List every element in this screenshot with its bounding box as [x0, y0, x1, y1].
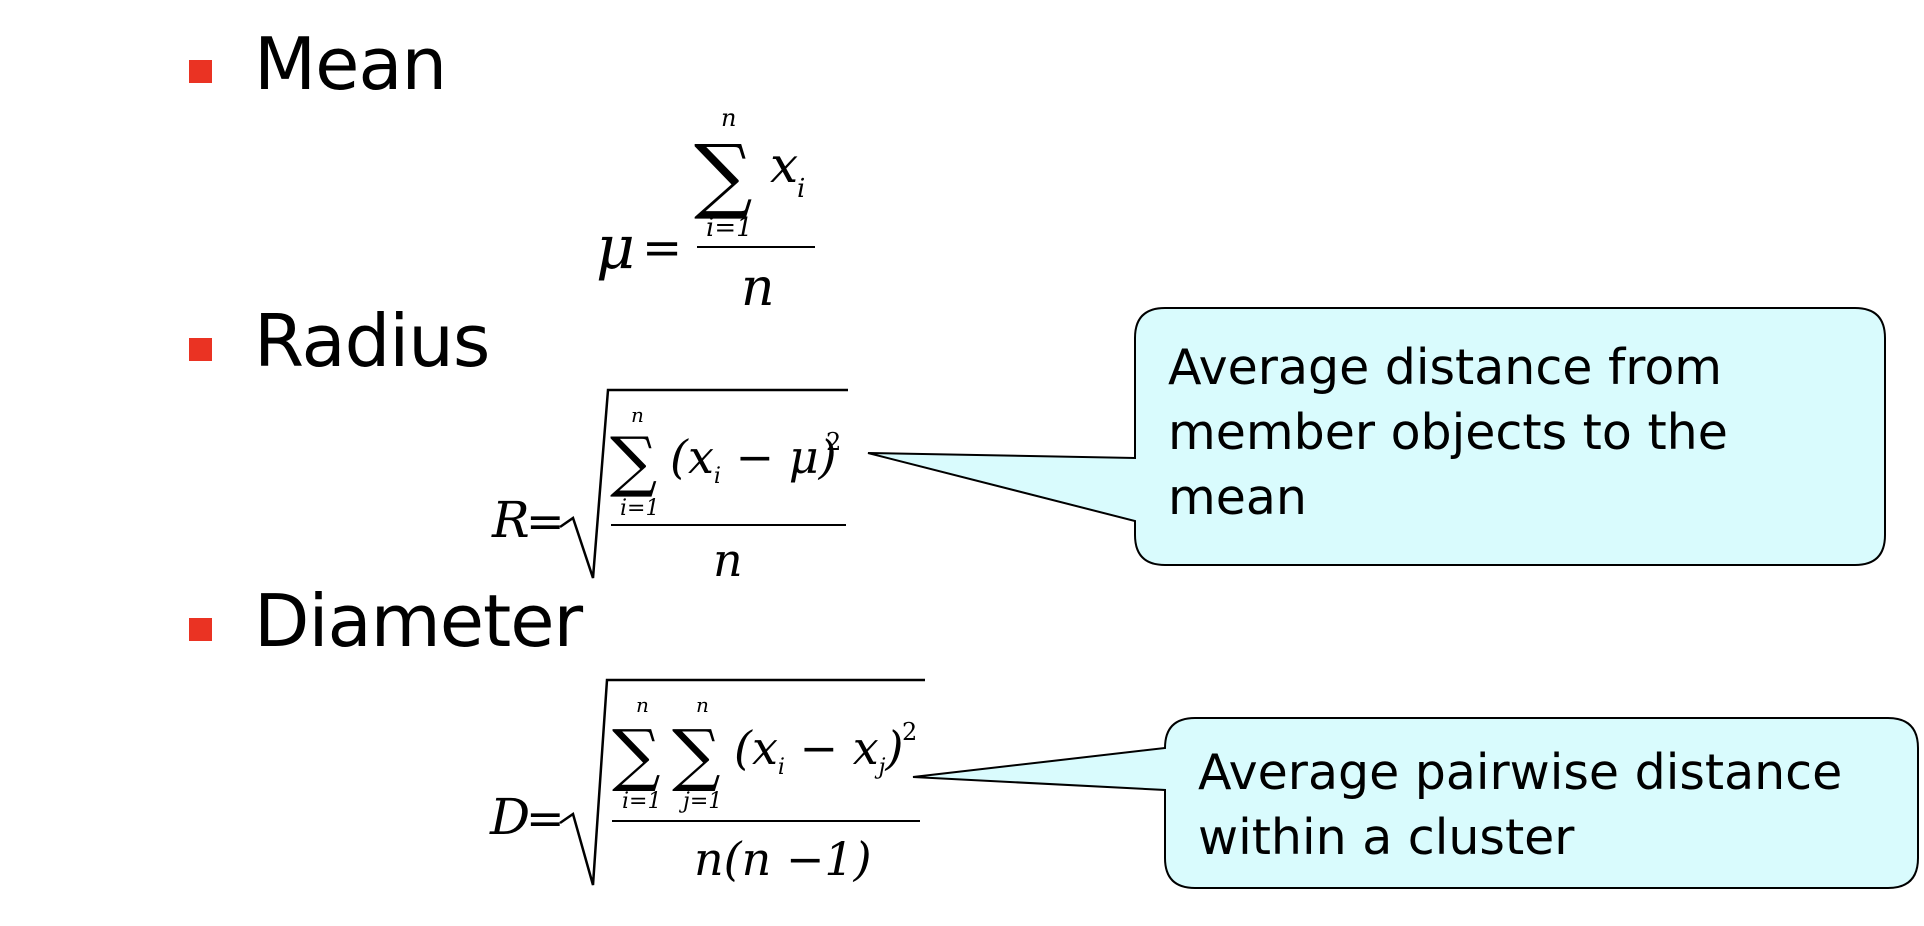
diameter-term: (xi − xj)	[734, 721, 903, 780]
mean-equals: =	[642, 220, 682, 276]
diameter-sigma-1: ∑	[612, 716, 661, 795]
mean-term-sub: i	[797, 174, 805, 204]
callout-diameter-line: Average pairwise distance	[1198, 744, 1843, 801]
mean-sigma: ∑	[694, 128, 753, 223]
bullet-mean	[189, 60, 212, 83]
diameter-denominator: n(n −1)	[694, 832, 872, 886]
diameter-root-sign	[559, 678, 925, 886]
mean-sum-upper: n	[721, 104, 736, 132]
diameter-sum1-lower: i=1	[622, 789, 661, 814]
radius-lhs: R	[491, 491, 530, 549]
diameter-sum1-upper: n	[636, 693, 649, 717]
radius-sum-lower: i=1	[620, 496, 659, 521]
callout-diameter-text: Average pairwise distance within a clust…	[1198, 740, 1842, 870]
heading-radius: Radius	[254, 299, 490, 383]
radius-equals: =	[526, 494, 565, 548]
radius-denominator: n	[713, 533, 743, 587]
diameter-sigma-2: ∑	[672, 716, 721, 795]
bullet-diameter	[189, 618, 212, 641]
mean-denominator: n	[741, 258, 775, 318]
mean-term: x	[770, 136, 798, 194]
bullet-radius	[189, 338, 212, 361]
formula-diameter: D = n ∑ i=1 n ∑ j=1 (xi − xj) 2 n(n −1)	[489, 678, 925, 886]
diameter-equals: =	[526, 791, 565, 845]
radius-exponent: 2	[826, 428, 841, 456]
diameter-lhs: D	[489, 788, 530, 846]
mean-sum-lower: i=1	[706, 213, 753, 243]
radius-sigma: ∑	[610, 423, 657, 500]
formula-mean: μ = n ∑ i=1 x i n	[596, 104, 815, 318]
radius-sum-upper: n	[631, 403, 644, 427]
radius-term: (xi − μ)	[670, 430, 837, 489]
formula-radius: R = n ∑ i=1 (xi − μ) 2 n	[491, 388, 848, 587]
callout-radius-line: member objects to the	[1168, 404, 1728, 461]
mean-lhs: μ	[596, 213, 635, 283]
callout-radius-line: Average distance from	[1168, 339, 1723, 396]
callout-radius-line: mean	[1168, 469, 1307, 526]
heading-mean: Mean	[254, 22, 447, 106]
diameter-exponent: 2	[902, 718, 917, 746]
callout-radius-shape	[867, 307, 1886, 566]
callout-radius-text: Average distance from member objects to …	[1168, 335, 1728, 530]
radius-root-sign	[559, 388, 848, 579]
callout-diameter-shape	[912, 717, 1919, 889]
callout-diameter-line: within a cluster	[1198, 809, 1575, 866]
diameter-sum2-upper: n	[696, 693, 709, 717]
diameter-sum2-lower: j=1	[678, 789, 722, 814]
heading-diameter: Diameter	[254, 579, 583, 663]
